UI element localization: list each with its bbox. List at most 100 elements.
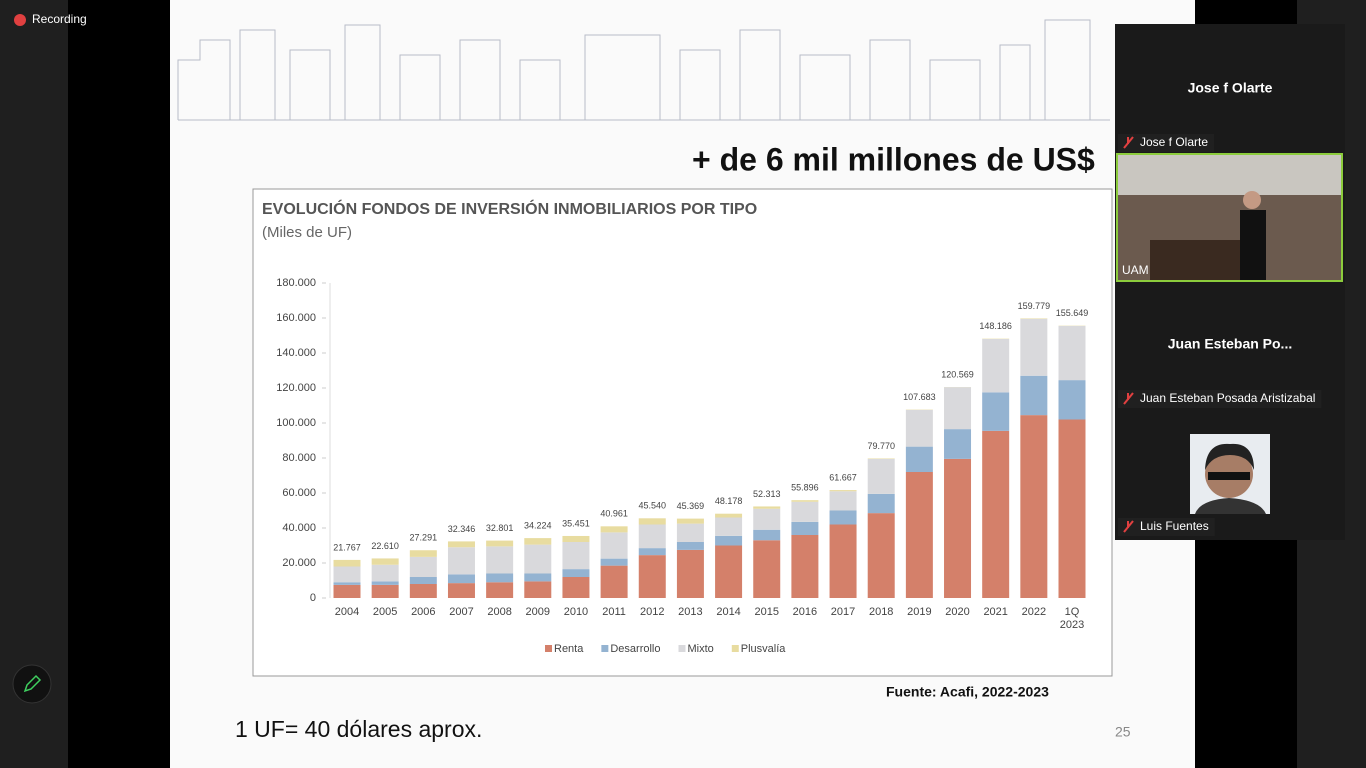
- x-tick-label: 2013: [678, 606, 702, 618]
- participant-name: Juan Esteban Po...: [1168, 336, 1292, 352]
- x-tick-label: 2016: [793, 606, 817, 618]
- video-desk: [1150, 240, 1250, 280]
- y-tick-label: 100.000: [276, 417, 316, 429]
- x-tick-label: 2021: [983, 606, 1007, 618]
- annotate-button[interactable]: [12, 664, 52, 704]
- total-label: 79.770: [867, 441, 895, 451]
- x-tick-label: 2004: [335, 606, 359, 618]
- total-label: 45.540: [638, 501, 666, 511]
- x-tick-label: 2015: [754, 606, 778, 618]
- bar-segment: [944, 429, 972, 459]
- bar-segment: [371, 558, 399, 565]
- bar-segment: [524, 544, 552, 574]
- bar-segment: [982, 430, 1010, 598]
- source: Fuente: Acafi, 2022-2023: [886, 684, 1049, 700]
- legend-label: Plusvalía: [741, 643, 787, 655]
- bar-segment: [333, 582, 361, 585]
- bar-segment: [486, 582, 514, 598]
- total-label: 45.369: [677, 501, 705, 511]
- bar-segment: [562, 535, 590, 542]
- legend-swatch: [678, 645, 686, 652]
- x-tick-label: 2008: [487, 606, 511, 618]
- x-tick-label: 2006: [411, 606, 435, 618]
- x-tick-label: 2017: [831, 606, 855, 618]
- legend-swatch: [731, 645, 739, 652]
- bar-segment: [409, 584, 437, 598]
- bar-segment: [409, 550, 437, 557]
- total-label: 40.961: [600, 509, 628, 519]
- name-tag-bg: [1118, 134, 1215, 152]
- bar-segment: [638, 524, 666, 549]
- total-label: 148.186: [979, 321, 1012, 331]
- name-tag: Jose f Olarte: [1140, 135, 1208, 149]
- bar-segment: [982, 392, 1010, 431]
- bar-segment: [562, 577, 590, 598]
- bar-segment: [791, 500, 819, 502]
- legend-label: Desarrollo: [610, 643, 660, 655]
- page-number: 25: [1115, 724, 1131, 740]
- bar-segment: [829, 490, 857, 492]
- bar-segment: [715, 517, 743, 536]
- total-label: 48.178: [715, 496, 743, 506]
- bar-segment: [486, 573, 514, 583]
- x-tick-label: 2012: [640, 606, 664, 618]
- bar-segment: [905, 409, 933, 447]
- chart-title: EVOLUCIÓN FONDOS DE INVERSIÓN INMOBILIAR…: [262, 199, 757, 218]
- avatar-glasses: [1208, 472, 1250, 480]
- bar-segment: [829, 524, 857, 598]
- x-tick-label: 2020: [945, 606, 969, 618]
- x-tick-label: 2014: [716, 606, 740, 618]
- skyline: [177, 19, 1110, 121]
- bar-segment: [1020, 415, 1048, 598]
- legend-label: Mixto: [688, 643, 714, 655]
- bar-segment: [829, 491, 857, 511]
- total-label: 22.610: [371, 541, 399, 551]
- bar-segment: [829, 510, 857, 525]
- bar-segment: [562, 569, 590, 577]
- bar-segment: [562, 542, 590, 570]
- plot: 0 20.000 40.000 60.000 80.000 100.000 120.000 1…: [276, 277, 1088, 655]
- bar-segment: [371, 581, 399, 585]
- bar-segment: [676, 542, 704, 550]
- bar-segment: [600, 526, 628, 533]
- bar-segment: [1058, 419, 1086, 598]
- x-tick-label: 2007: [449, 606, 473, 618]
- bar-segment: [715, 535, 743, 546]
- bar-segment: [524, 538, 552, 545]
- bar-segment: [905, 472, 933, 598]
- video-wall: [1118, 155, 1341, 195]
- name-tag-bg: [1118, 518, 1215, 536]
- avatar-shirt: [1195, 498, 1266, 514]
- bar-segment: [867, 513, 895, 598]
- total-label: 34.224: [524, 520, 552, 530]
- bar-segment: [600, 558, 628, 566]
- bar-segment: [715, 513, 743, 518]
- bar-segment: [791, 501, 819, 522]
- bar-segment: [753, 540, 781, 598]
- bar-segment: [524, 573, 552, 582]
- bar-segment: [333, 559, 361, 567]
- x-tick-label: 2019: [907, 606, 931, 618]
- recording-label: Recording: [32, 12, 87, 26]
- name-tag: Luis Fuentes: [1140, 519, 1209, 533]
- bar-segment: [409, 577, 437, 584]
- y-tick-label: 80.000: [282, 452, 316, 464]
- y-tick-label: 140.000: [276, 347, 316, 359]
- total-label: 32.346: [448, 524, 476, 534]
- total-label: 52.313: [753, 489, 781, 499]
- bar-segment: [638, 518, 666, 525]
- bar-segment: [753, 506, 781, 509]
- video-person: [1243, 191, 1261, 209]
- name-tag: Juan Esteban Posada Aristizabal: [1140, 391, 1315, 405]
- y-tick-label: 20.000: [282, 557, 316, 569]
- bar-segment: [333, 584, 361, 598]
- y-tick-label: 120.000: [276, 382, 316, 394]
- legend-swatch: [545, 645, 552, 652]
- muted-mic: [1123, 520, 1134, 533]
- recording-dot: [14, 14, 26, 26]
- y-tick-label: 160.000: [276, 312, 316, 324]
- legend-swatch: [601, 645, 609, 652]
- name-tag: UAM: [1122, 263, 1149, 277]
- bar-segment: [905, 446, 933, 472]
